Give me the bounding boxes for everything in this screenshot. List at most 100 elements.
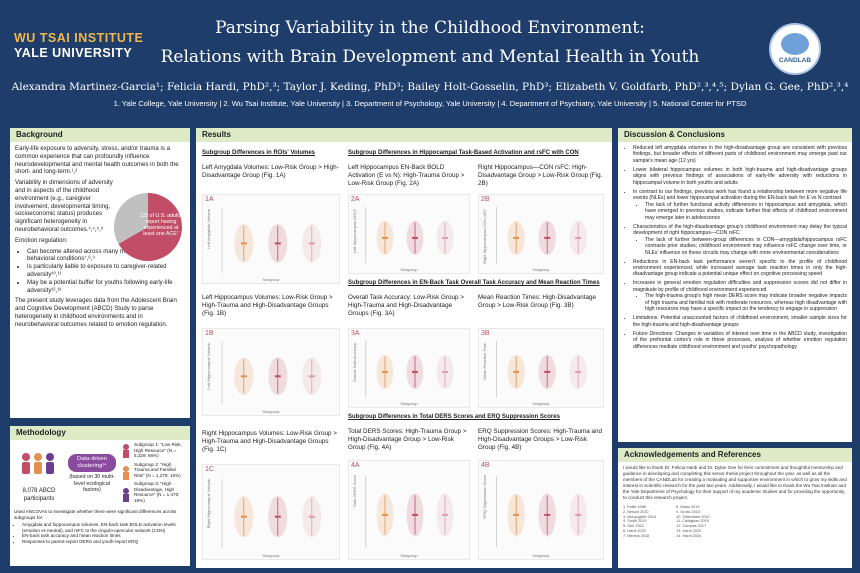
- discussion-panel: Discussion & Conclusions Reduced left am…: [618, 128, 852, 442]
- figure-title-1a: Left Amygdala Volumes: Low-Risk Group > …: [202, 164, 339, 179]
- figure-title-4b: ERQ Suppression Scores: High-Trauma and …: [478, 428, 603, 451]
- mean-mark: [442, 513, 448, 516]
- figure-label: 4A: [351, 462, 360, 469]
- poster-title-line-2: Relations with Brain Development and Men…: [160, 47, 700, 67]
- references-column-right: 8. Aldao 2010 9. Gross 2015 10. Tottenham …: [676, 505, 710, 539]
- references: 1. Felitti 1998 2. Nelson 2020 3. McLaughl…: [623, 505, 847, 539]
- section-hippocampal: Subgroup Differences in Hippocampal Task…: [348, 150, 579, 156]
- figure-label: 2A: [351, 196, 360, 203]
- acknowledgements-heading: Acknowledgements and References: [618, 448, 852, 462]
- methodology-panel: Methodology 8,078 ABCD participants Data…: [10, 426, 190, 566]
- figure-3a: 3A Overall Task Accuracy Subgroup: [348, 328, 470, 408]
- subgroup-list: Subgroup 1: "Low Risk, High Resource" (N…: [134, 442, 186, 503]
- figure-x-axis-label: Subgroup: [400, 401, 418, 406]
- discussion-point: Future Directions: Changes in variables …: [633, 330, 847, 350]
- figure-y-axis-label: Left Amygdala Volume: [206, 209, 211, 249]
- list-item: Lower bilateral hippocampus volumes in b…: [633, 167, 847, 186]
- list-item: The lack of further between-group differ…: [645, 237, 847, 256]
- participants-count: 8,078 ABCD participants: [22, 488, 56, 502]
- figure-1a: 1A Left Amygdala Volume Subgroup: [202, 194, 340, 284]
- figure-y-axis-label: Right Hippocampus Volume: [206, 479, 211, 529]
- section-roi-volumes: Subgroup Differences in ROIs' Volumes: [202, 150, 316, 156]
- figure-x-axis-label: Subgroup: [532, 553, 550, 558]
- figure-y-axis-label: Overall Task Accuracy: [352, 343, 357, 383]
- reference-item: 2. Nelson 2020: [623, 509, 649, 514]
- mean-mark: [274, 375, 281, 378]
- discussion-sublist: The lack of further between-group differ…: [645, 237, 847, 256]
- figure-plot-area: [365, 475, 454, 548]
- figure-plot-area: [365, 340, 454, 398]
- mean-mark: [544, 236, 551, 239]
- list-item: Characteristics of the high-disadvantage…: [633, 224, 847, 256]
- figure-y-axis-label: Right Hippocampus-CON rsFC: [482, 209, 487, 264]
- results-panel: Results Subgroup Differences in ROIs' Vo…: [196, 128, 612, 568]
- discussion-list: Reduced left amygdala volumes in the hig…: [633, 145, 847, 350]
- mean-mark: [382, 513, 388, 516]
- figure-title-3a: Overall Task Accuracy: Low-Risk Group > …: [348, 294, 464, 317]
- list-item: Subgroup 2: "High Trauma and Familial Ri…: [134, 461, 181, 478]
- mean-mark: [240, 515, 247, 518]
- figure-title-2a: Left Hippocampus EN-Back BOLD Activation…: [348, 164, 465, 187]
- figure-x-axis-label: Subgroup: [262, 553, 280, 558]
- figure-1c: 1C Right Hippocampus Volume Subgroup: [202, 464, 340, 560]
- discussion-point: Limitations: Potential unaccounted facto…: [633, 315, 847, 328]
- figure-2b: 2B Right Hippocampus-CON rsFC Subgroup: [478, 194, 604, 274]
- figure-plot-area: [221, 208, 322, 273]
- reference-item: 4. Smith 2019: [623, 519, 647, 524]
- acknowledgements-panel: Acknowledgements and References I would …: [618, 448, 852, 568]
- mean-mark: [308, 515, 315, 518]
- figure-x-axis-label: Subgroup: [262, 277, 280, 282]
- figure-4b: 4B ERQ Suppression Score Subgroup: [478, 460, 604, 560]
- mean-mark: [308, 375, 315, 378]
- mean-mark: [240, 375, 247, 378]
- clustering-label: Data-driven clustering¹⁴: [68, 454, 116, 473]
- discussion-sublist: The lack of further functional activity …: [645, 202, 847, 221]
- discussion-heading: Discussion & Conclusions: [618, 128, 852, 142]
- background-heading: Background: [10, 128, 190, 142]
- clustering-basis: (based on 30 multi-level ecological fact…: [69, 474, 115, 494]
- figure-label: 1B: [205, 330, 214, 337]
- figure-label: 1A: [205, 196, 214, 203]
- reference-item: 12. Compas 2017: [676, 524, 707, 529]
- reference-item: 9. Gross 2015: [676, 509, 701, 514]
- mean-mark: [412, 370, 418, 373]
- figure-y-axis-label: ERQ Suppression Score: [482, 475, 487, 519]
- section-ders-erq: Subgroup Differences in Total DERS Score…: [348, 414, 560, 420]
- pie-label: 2/3 of U.S. adults report having experie…: [140, 213, 182, 238]
- figure-x-axis-label: Subgroup: [532, 401, 550, 406]
- figure-label: 4B: [481, 462, 490, 469]
- institution-line-1: WU TSAI INSTITUTE: [14, 31, 144, 45]
- mean-mark: [442, 236, 448, 239]
- list-item: Is particularly liable to exposure to ca…: [27, 263, 185, 279]
- figure-title-1c: Right Hippocampus Volumes: Low-Risk Grou…: [202, 430, 337, 453]
- reference-item: 1. Felitti 1998: [623, 504, 646, 509]
- list-item: Reductions in EN-back task performance w…: [633, 259, 847, 278]
- figure-title-3b: Mean Reaction Times: High-Disadvantage G…: [478, 294, 596, 309]
- mean-mark: [412, 236, 418, 239]
- mean-mark: [240, 242, 247, 245]
- list-item: The lack of further functional activity …: [645, 202, 847, 221]
- mean-mark: [513, 370, 520, 373]
- background-paragraph-3: The present study leverages data from th…: [15, 297, 177, 328]
- reference-item: 10. Tottenham 2010: [676, 514, 710, 519]
- ancova-description: Used ANCOVAs to investigate whether ther…: [14, 509, 177, 520]
- figure-y-axis-label: Left Hippocampus Volume: [206, 343, 211, 390]
- list-item: Reduced left amygdala volumes in the hig…: [633, 145, 847, 164]
- list-item: Subgroup 1: "Low Risk, High Resource" (N…: [134, 442, 182, 458]
- mean-mark: [274, 242, 281, 245]
- figure-y-axis-label: Mean Reaction Time: [482, 343, 487, 380]
- institution-line-2: YALE UNIVERSITY: [14, 46, 133, 60]
- discussion-point: Increases in general emotion regulation …: [633, 280, 847, 293]
- mean-mark: [513, 236, 520, 239]
- figure-plot-area: [496, 340, 587, 398]
- list-item: Responses to parent-report DERS and yout…: [22, 539, 186, 545]
- discussion-sublist: The high-trauma group's high mean DERS s…: [645, 293, 847, 312]
- references-column-left: 1. Felitti 1998 2. Nelson 2020 3. McLaughl…: [623, 505, 656, 539]
- figure-x-axis-label: Subgroup: [532, 267, 550, 272]
- figure-plot-area: [496, 475, 587, 548]
- list-item: Can become altered across many mental he…: [27, 248, 185, 264]
- figure-title-1b: Left Hippocampus Volumes: Low-Risk Group…: [202, 294, 333, 317]
- list-item: In contrast to our findings, previous wo…: [633, 189, 847, 221]
- list-item: Subgroup 3: "High Disadvantage, High Res…: [134, 481, 180, 503]
- figure-x-axis-label: Subgroup: [262, 409, 280, 414]
